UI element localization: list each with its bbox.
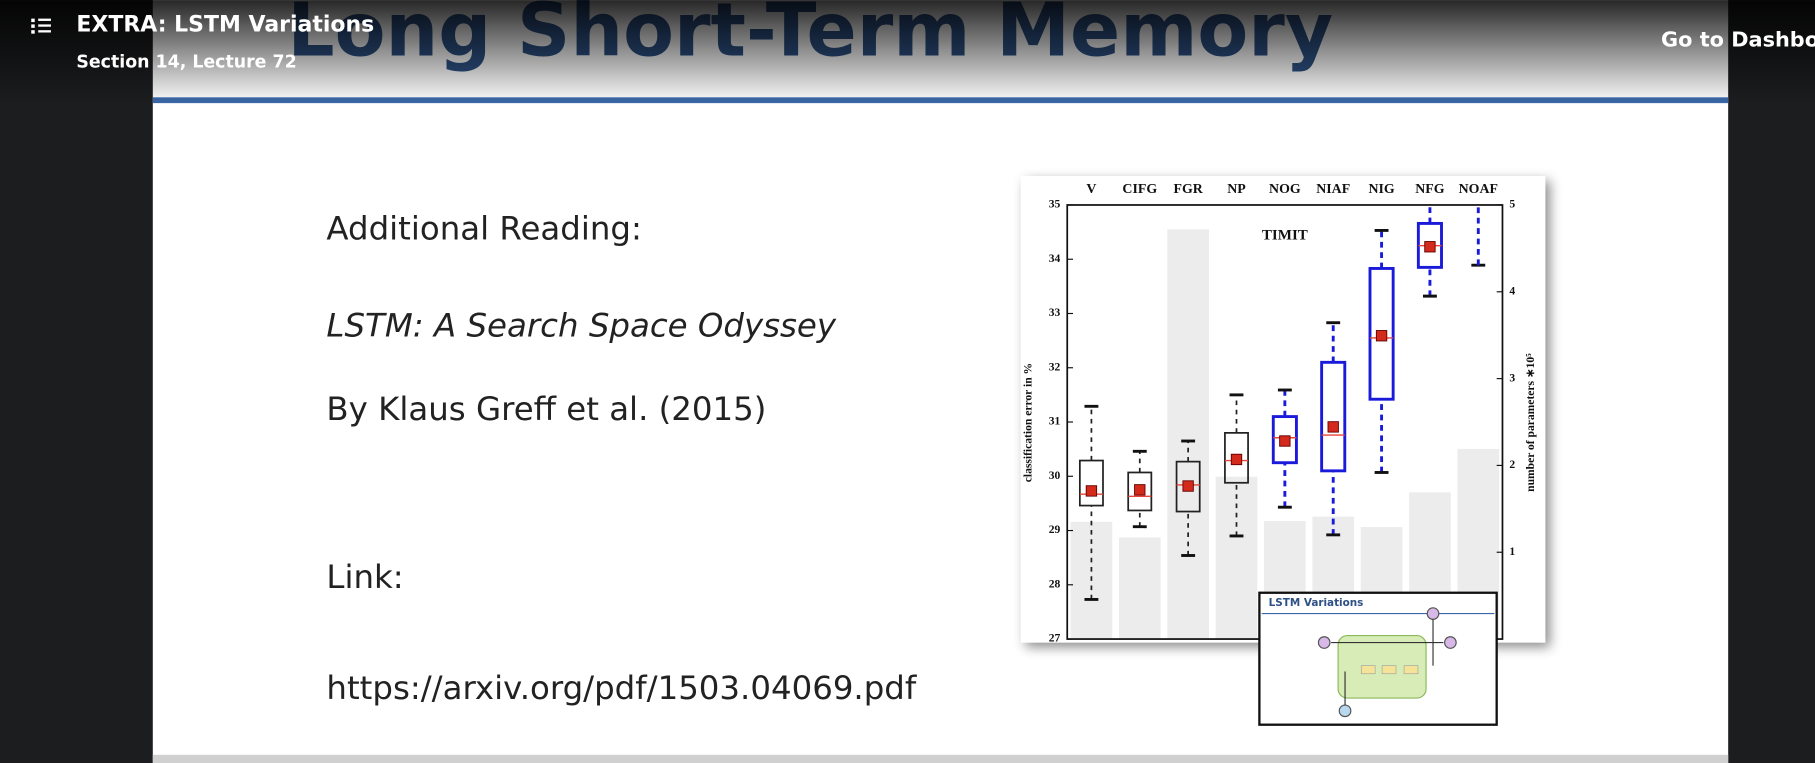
box — [1078, 459, 1104, 507]
y-tick-label: 34 — [1049, 252, 1061, 265]
mean-marker — [1182, 480, 1194, 492]
category-label: NOG — [1269, 182, 1301, 197]
parameter-bar — [1118, 537, 1161, 640]
box — [1368, 267, 1395, 401]
y-axis-label: classification error in % — [1022, 363, 1035, 482]
category-label: V — [1086, 182, 1096, 197]
y-tick-label: 28 — [1049, 577, 1061, 590]
box — [1127, 471, 1153, 512]
lecture-subtitle: Section 14, Lecture 72 — [76, 53, 296, 73]
y-tick-label: 33 — [1049, 306, 1061, 319]
box — [1271, 415, 1298, 465]
y-tick-label: 31 — [1049, 415, 1061, 428]
y2-tick-label: 3 — [1509, 371, 1515, 384]
y-tick-label: 32 — [1049, 360, 1061, 373]
box — [1320, 360, 1347, 473]
category-label: NP — [1227, 182, 1246, 197]
link-label: Link: — [326, 558, 403, 596]
reading-heading: Additional Reading: — [326, 209, 641, 247]
menu-icon[interactable] — [31, 18, 51, 34]
box — [1175, 460, 1201, 513]
header-overlay — [0, 0, 1815, 105]
mean-marker — [1279, 435, 1291, 447]
plot-area — [1070, 204, 1500, 640]
mean-marker — [1085, 485, 1098, 497]
y2-tick-label: 4 — [1509, 284, 1515, 297]
category-label: NFG — [1415, 182, 1444, 197]
dashboard-link[interactable]: Go to Dashboard — [1661, 28, 1815, 52]
y2-axis-label: number of parameters ∗10⁵ — [1524, 353, 1537, 492]
mean-marker — [1230, 453, 1243, 466]
y2-tick-label: 1 — [1509, 545, 1515, 558]
mean-marker — [1375, 330, 1388, 342]
progress-track[interactable] — [152, 754, 1729, 763]
mean-marker — [1424, 241, 1436, 253]
paper-title: LSTM: A Search Space Odyssey — [326, 307, 836, 345]
annotation: TIMIT — [1262, 228, 1308, 244]
parameter-bar — [1215, 476, 1258, 640]
paper-link[interactable]: https://arxiv.org/pdf/1503.04069.pdf — [326, 669, 917, 707]
lecture-title: EXTRA: LSTM Variations — [76, 13, 374, 38]
category-label: NIAF — [1316, 182, 1350, 197]
y2-tick-label: 2 — [1509, 458, 1515, 471]
y2-tick-label: 5 — [1509, 198, 1515, 211]
y-tick-label: 30 — [1049, 469, 1061, 482]
category-label: CIFG — [1122, 182, 1157, 197]
paper-authors: By Klaus Greff et al. (2015) — [326, 390, 766, 428]
inset-thumbnail: LSTM Variations — [1258, 591, 1498, 726]
y-tick-label: 27 — [1049, 632, 1061, 645]
inset-title: LSTM Variations — [1269, 597, 1364, 609]
category-label: FGR — [1173, 182, 1203, 197]
mean-marker — [1134, 484, 1146, 496]
box — [1224, 431, 1249, 484]
parameter-bar — [1167, 229, 1209, 640]
y-tick-label: 29 — [1049, 523, 1061, 536]
y-tick-label: 35 — [1049, 198, 1061, 211]
category-label: NIG — [1368, 182, 1394, 197]
mean-marker — [1327, 421, 1339, 433]
category-label: NOAF — [1459, 182, 1498, 197]
